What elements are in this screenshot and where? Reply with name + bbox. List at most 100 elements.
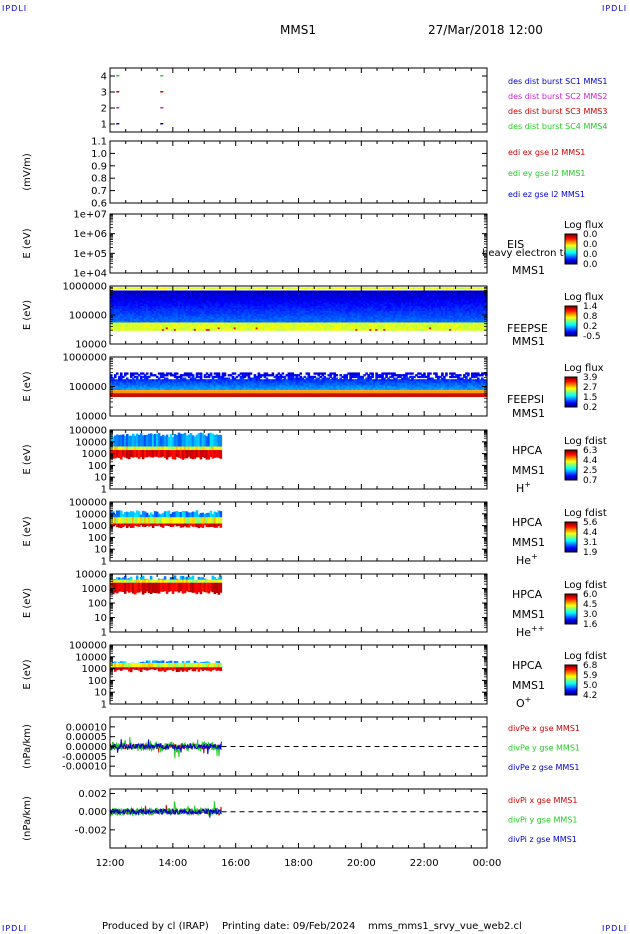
heatmap-cell	[267, 325, 271, 328]
heatmap-cell	[295, 307, 299, 310]
heatmap-cell	[110, 292, 113, 295]
heatmap-cell	[159, 323, 163, 326]
heatmap-cell	[159, 325, 163, 328]
heatmap-cell	[181, 298, 185, 302]
heatmap-cell	[389, 295, 392, 298]
heatmap-cell	[375, 298, 378, 302]
heatmap-cell	[291, 298, 295, 302]
heatmap-cell	[359, 300, 362, 303]
heatmap-cell	[459, 308, 462, 311]
heatmap-cell	[343, 297, 346, 300]
heatmap-cell	[295, 325, 299, 328]
heatmap-cell	[451, 318, 454, 321]
y-axis-label: (mV/m)	[22, 153, 33, 191]
heatmap-cell	[395, 315, 398, 318]
heatmap-cell	[215, 323, 219, 326]
heatmap-cell	[179, 292, 183, 295]
heatmap-cell	[309, 323, 313, 326]
heatmap-cell	[175, 293, 179, 297]
heatmap-cell	[163, 308, 167, 311]
heatmap-cell	[399, 320, 402, 323]
heatmap-cell	[201, 325, 205, 328]
heatmap-cell	[447, 316, 450, 320]
heatmap-cell	[141, 295, 145, 298]
heatmap-cell	[151, 290, 155, 293]
heatmap-cell	[269, 292, 273, 295]
heatmap-cell	[325, 292, 329, 295]
heatmap-cell	[323, 297, 327, 300]
heatmap-cell	[429, 320, 432, 323]
heatmap-cell	[463, 292, 466, 295]
heatmap-cell	[307, 313, 311, 316]
heatmap-cell	[179, 308, 183, 311]
heatmap-cell	[213, 323, 217, 326]
heatmap-cell	[395, 297, 398, 300]
heatmap-cell	[325, 311, 329, 315]
heatmap-cell	[287, 311, 291, 315]
heatmap-cell	[221, 326, 225, 330]
heatmap-cell	[365, 303, 368, 306]
heatmap-cell	[307, 318, 311, 321]
heatmap-cell	[151, 297, 155, 300]
heatmap-cell	[205, 292, 209, 295]
heatmap-cell	[123, 310, 127, 313]
heatmap-cell	[359, 290, 362, 293]
heatmap-cell	[447, 305, 450, 308]
heatmap-cell	[385, 313, 388, 316]
heatmap-cell	[343, 313, 346, 316]
heatmap-cell	[381, 315, 384, 318]
heatmap-cell	[347, 320, 350, 323]
heatmap-cell	[269, 290, 273, 293]
heatmap-cell	[325, 302, 329, 305]
heatmap-cell	[315, 297, 319, 300]
heatmap-cell	[289, 316, 293, 320]
heatmap-cell	[219, 292, 223, 295]
heatmap-cell	[355, 320, 358, 323]
heatmap-cell	[235, 298, 239, 302]
heatmap-cell	[209, 326, 213, 330]
heatmap-cell	[379, 287, 382, 290]
heatmap-cell	[395, 313, 398, 316]
heatmap-cell	[207, 303, 211, 306]
heatmap-cell	[110, 290, 113, 293]
heatmap-cell	[163, 292, 167, 295]
heatmap-cell	[155, 297, 159, 300]
heatmap-cell	[297, 326, 301, 330]
heatmap-cell	[297, 321, 301, 325]
heatmap-cell	[425, 328, 428, 331]
heatmap-cell	[381, 302, 384, 305]
heatmap-cell	[409, 318, 412, 321]
heatmap-cell	[321, 293, 325, 297]
heatmap-cell	[329, 318, 333, 321]
heatmap-cell	[349, 287, 352, 290]
heatmap-cell	[115, 300, 119, 303]
heatmap-cell	[293, 310, 297, 313]
heatmap-cell	[207, 305, 211, 308]
heatmap-cell	[235, 316, 239, 320]
heatmap-cell	[411, 320, 414, 323]
heatmap-cell	[199, 302, 203, 305]
heatmap-cell	[425, 308, 428, 311]
heatmap-cell	[261, 287, 265, 290]
heatmap-cell	[453, 297, 456, 300]
heatmap-cell	[445, 308, 448, 311]
heatmap-cell	[227, 315, 231, 318]
heatmap-cell	[227, 323, 231, 326]
heatmap-cell	[385, 323, 388, 326]
heatmap-cell	[123, 307, 127, 310]
heatmap-cell	[195, 293, 199, 297]
heatmap-cell	[143, 293, 147, 297]
heatmap-cell	[197, 298, 201, 302]
heatmap-cell	[411, 308, 414, 311]
heatmap-cell	[187, 287, 191, 290]
heatmap-cell	[173, 305, 177, 308]
heatmap-cell	[405, 298, 408, 302]
heatmap-cell	[243, 320, 247, 323]
heatmap-cell	[293, 302, 297, 305]
heatmap-cell	[203, 303, 207, 306]
heatmap-cell	[195, 310, 199, 313]
heatmap-cell	[301, 292, 305, 295]
heatmap-cell	[479, 320, 482, 323]
heatmap-cell	[453, 320, 456, 323]
heatmap-cell	[413, 326, 416, 330]
